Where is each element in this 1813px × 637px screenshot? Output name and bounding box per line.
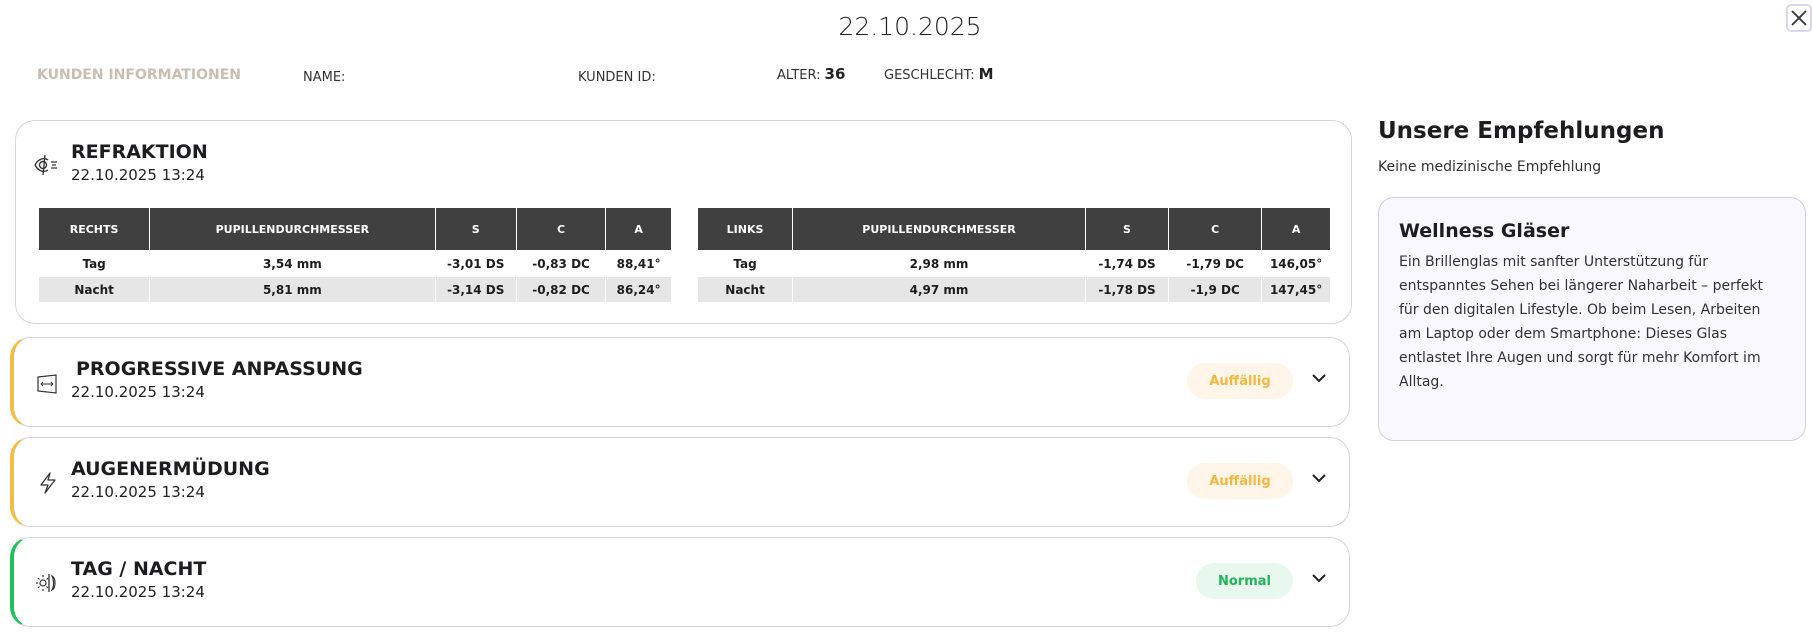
table-cell: -1,79 DC (1186, 256, 1244, 271)
gender-label: GESCHLECHT: (884, 68, 975, 83)
section-day-night[interactable]: TAG / NACHT 22.10.2025 13:24 Normal (10, 537, 1350, 627)
recommendations-title: Unsere Empfehlungen (1378, 118, 1665, 144)
col-header: RECHTS (39, 208, 150, 250)
chevron-down-icon[interactable] (1311, 372, 1327, 384)
col-header: PUPILLENDURCHMESSER (793, 208, 1085, 250)
left-eye-table: LINKS PUPILLENDURCHMESSER S C A Tag 2,98 mm -1… (697, 207, 1331, 303)
status-badge: Auffällig (1187, 463, 1293, 499)
chevron-down-icon[interactable] (1311, 572, 1327, 584)
recommendation-card: Wellness Gläser Ein Brillenglas mit sanf… (1378, 197, 1806, 441)
table-cell: 146,05° (1269, 256, 1323, 271)
customer-name: NAME: (303, 67, 349, 85)
table-row: Tag 3,54 mm -3,01 DS -0,83 DC 88,41° (39, 251, 671, 276)
table-cell: Tag (733, 256, 757, 271)
name-label: NAME: (303, 70, 346, 85)
age-label: ALTER: (777, 68, 821, 83)
table-cell: -3,14 DS (435, 277, 516, 302)
close-button[interactable] (1786, 4, 1812, 32)
recommendations-subtitle: Keine medizinische Empfehlung (1378, 159, 1602, 175)
recommendation-text: Ein Brillenglas mit sanfter Unterstützun… (1399, 254, 1764, 390)
table-cell: -3,01 DS (447, 256, 505, 271)
refraction-card: REFRAKTION 22.10.2025 13:24 RECHTS PUPILL… (15, 120, 1352, 324)
section-title: AUGENERMÜDUNG (71, 458, 270, 480)
status-badge: Auffällig (1187, 363, 1293, 399)
col-header: A (1262, 208, 1330, 250)
col-header: S (435, 208, 516, 250)
col-header: S (1085, 208, 1169, 250)
col-header: A (606, 208, 671, 250)
section-datetime: 22.10.2025 13:24 (71, 583, 205, 601)
chevron-down-icon[interactable] (1311, 472, 1327, 484)
section-title: TAG / NACHT (71, 558, 207, 580)
customer-gender: GESCHLECHT: M (884, 65, 994, 83)
customer-info-label: KUNDEN INFORMATIONEN (37, 67, 241, 83)
day-night-icon (36, 574, 56, 592)
customer-age: ALTER: 36 (777, 65, 845, 83)
lightning-icon (40, 472, 56, 494)
table-cell: Tag (82, 256, 106, 271)
table-cell: Nacht (698, 277, 793, 302)
col-header: PUPILLENDURCHMESSER (150, 208, 435, 250)
section-eye-fatigue[interactable]: AUGENERMÜDUNG 22.10.2025 13:24 Auffällig (10, 437, 1350, 527)
gender-value: M (978, 65, 994, 83)
table-cell: 88,41° (616, 256, 661, 271)
table-cell: 4,97 mm (793, 277, 1085, 302)
section-title: PROGRESSIVE ANPASSUNG (76, 358, 363, 380)
right-eye-table: RECHTS PUPILLENDURCHMESSER S C A Tag 3,54 mm -… (38, 207, 672, 303)
table-row: Tag 2,98 mm -1,74 DS -1,79 DC 146,05° (698, 251, 1330, 276)
col-header: C (1169, 208, 1262, 250)
table-cell: 147,45° (1262, 277, 1330, 302)
table-cell: Nacht (39, 277, 150, 302)
table-cell: -1,78 DS (1085, 277, 1169, 302)
eye-icon (34, 154, 57, 176)
table-row: Nacht 4,97 mm -1,78 DS -1,9 DC 147,45° (698, 277, 1330, 302)
recommendation-title: Wellness Gläser (1399, 220, 1570, 242)
close-icon (1791, 10, 1807, 26)
refraction-datetime: 22.10.2025 13:24 (71, 166, 205, 184)
page-date: 22.10.2025 (838, 12, 982, 41)
col-header: C (516, 208, 606, 250)
section-datetime: 22.10.2025 13:24 (71, 483, 205, 501)
id-label: KUNDEN ID: (578, 70, 656, 85)
section-progressive-adaptation[interactable]: PROGRESSIVE ANPASSUNG 22.10.2025 13:24 A… (10, 337, 1350, 427)
col-header: LINKS (698, 208, 793, 250)
age-value: 36 (824, 65, 846, 83)
table-cell: 5,81 mm (150, 277, 435, 302)
table-cell: 2,98 mm (909, 256, 969, 271)
table-cell: -1,9 DC (1169, 277, 1262, 302)
table-cell: -0,82 DC (516, 277, 606, 302)
table-cell: 3,54 mm (262, 256, 322, 271)
refraction-title: REFRAKTION (71, 141, 208, 163)
table-header-row: LINKS PUPILLENDURCHMESSER S C A (698, 208, 1330, 250)
table-cell: 86,24° (606, 277, 671, 302)
customer-id: KUNDEN ID: (578, 67, 660, 85)
table-row: Nacht 5,81 mm -3,14 DS -0,82 DC 86,24° (39, 277, 671, 302)
section-datetime: 22.10.2025 13:24 (71, 383, 205, 401)
table-cell: -0,83 DC (532, 256, 590, 271)
table-cell: -1,74 DS (1098, 256, 1156, 271)
status-badge: Normal (1196, 563, 1293, 599)
table-header-row: RECHTS PUPILLENDURCHMESSER S C A (39, 208, 671, 250)
progressive-lens-icon (37, 374, 57, 394)
